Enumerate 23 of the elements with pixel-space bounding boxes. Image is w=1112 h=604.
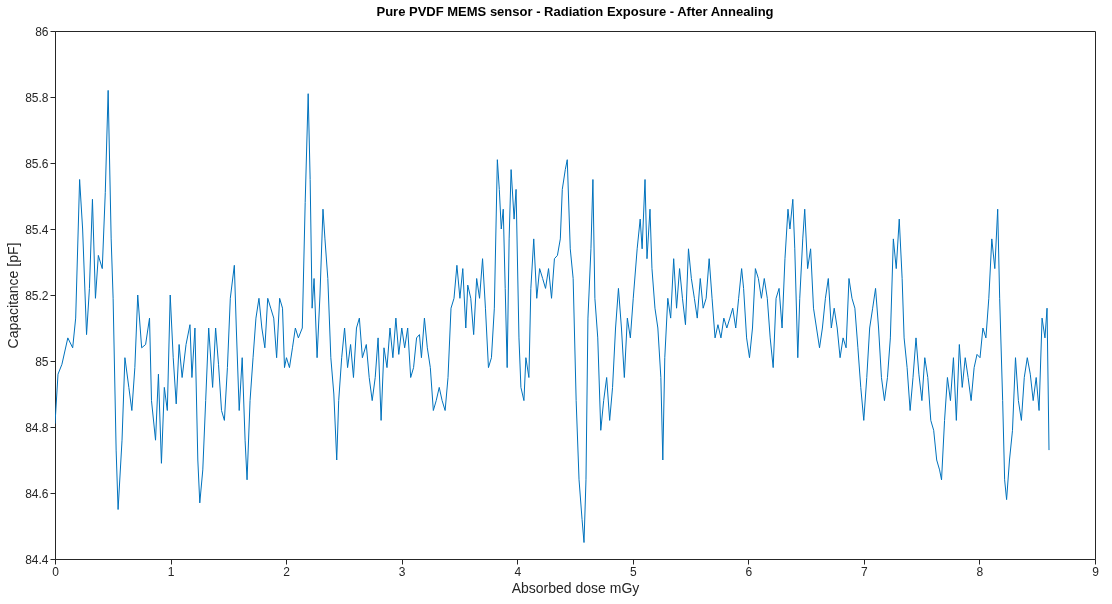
x-axis-title: Absorbed dose mGy <box>511 579 640 596</box>
x-tick-label: 0 <box>52 564 60 579</box>
line-series <box>55 89 1050 543</box>
y-tick-label: 85.6 <box>25 156 49 171</box>
x-tick-label: 8 <box>976 564 984 579</box>
y-tick-label: 84.4 <box>25 552 49 567</box>
x-tick-label: 1 <box>167 564 175 579</box>
x-tick-label: 5 <box>629 564 637 579</box>
x-tick-label: 3 <box>398 564 406 579</box>
x-tick-label: 6 <box>745 564 753 579</box>
y-tick-label: 85.4 <box>25 222 49 237</box>
x-tick-label: 9 <box>1092 564 1100 579</box>
y-tick-label: 85.2 <box>25 288 49 303</box>
chart-title: Pure PVDF MEMS sensor - Radiation Exposure - After Annealing <box>376 4 774 19</box>
x-tick-label: 2 <box>283 564 291 579</box>
x-tick-label: 4 <box>514 564 522 579</box>
y-tick-label: 84.8 <box>25 420 49 435</box>
y-tick-label: 84.6 <box>25 486 49 501</box>
x-tick-label: 7 <box>861 564 869 579</box>
y-tick-label: 85.8 <box>25 90 49 105</box>
y-axis-title: Capacitance [pF] <box>5 242 22 349</box>
y-tick-label: 85 <box>35 354 49 369</box>
y-tick-label: 86 <box>35 24 49 39</box>
